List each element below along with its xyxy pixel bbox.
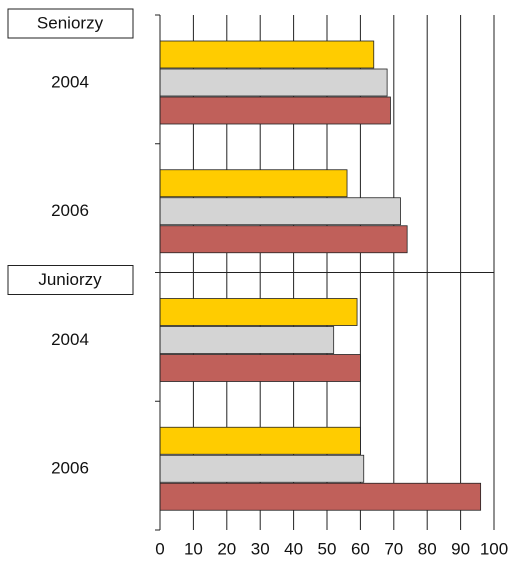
bar bbox=[159, 40, 375, 69]
x-tick-label: 80 bbox=[418, 539, 437, 558]
x-tick-label: 60 bbox=[351, 539, 370, 558]
x-tick-label: 40 bbox=[284, 539, 303, 558]
bar bbox=[159, 169, 348, 198]
bar bbox=[159, 454, 365, 483]
x-tick-label: 50 bbox=[318, 539, 337, 558]
bar bbox=[159, 225, 408, 254]
x-tick-label: 0 bbox=[155, 539, 164, 558]
group-label: Seniorzy bbox=[37, 13, 104, 32]
bar bbox=[159, 68, 388, 97]
x-tick-label: 100 bbox=[480, 539, 508, 558]
x-tick-label: 10 bbox=[184, 539, 203, 558]
bar bbox=[159, 354, 361, 382]
x-tick-label: 20 bbox=[217, 539, 236, 558]
bar bbox=[159, 426, 361, 455]
x-tick-label: 70 bbox=[384, 539, 403, 558]
group-label-box bbox=[7, 8, 134, 39]
x-tick-label: 90 bbox=[451, 539, 470, 558]
bar bbox=[159, 482, 482, 511]
group-label: Juniorzy bbox=[38, 270, 102, 289]
bar bbox=[159, 298, 358, 326]
y-tick-label: 2006 bbox=[51, 459, 89, 478]
bar bbox=[159, 96, 391, 125]
bar bbox=[159, 326, 335, 354]
y-tick-label: 2006 bbox=[51, 201, 89, 220]
y-tick-label: 2004 bbox=[51, 330, 89, 349]
group-label-box bbox=[7, 265, 134, 295]
y-tick-label: 2004 bbox=[51, 72, 89, 91]
x-tick-label: 30 bbox=[251, 539, 270, 558]
bar bbox=[159, 197, 401, 226]
